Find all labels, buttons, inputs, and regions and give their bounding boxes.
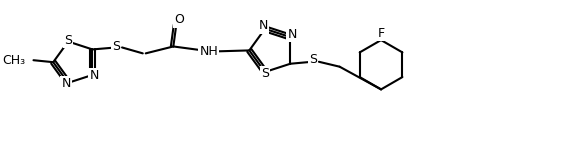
Text: N: N: [90, 69, 99, 82]
Text: S: S: [64, 34, 72, 47]
Text: N: N: [288, 28, 297, 41]
Text: F: F: [378, 27, 384, 40]
Text: S: S: [112, 40, 120, 53]
Text: O: O: [174, 13, 184, 26]
Text: N: N: [259, 19, 268, 32]
Text: N: N: [62, 77, 71, 90]
Text: S: S: [261, 68, 269, 80]
Text: CH₃: CH₃: [2, 54, 26, 67]
Text: S: S: [309, 53, 317, 66]
Text: NH: NH: [200, 45, 218, 58]
